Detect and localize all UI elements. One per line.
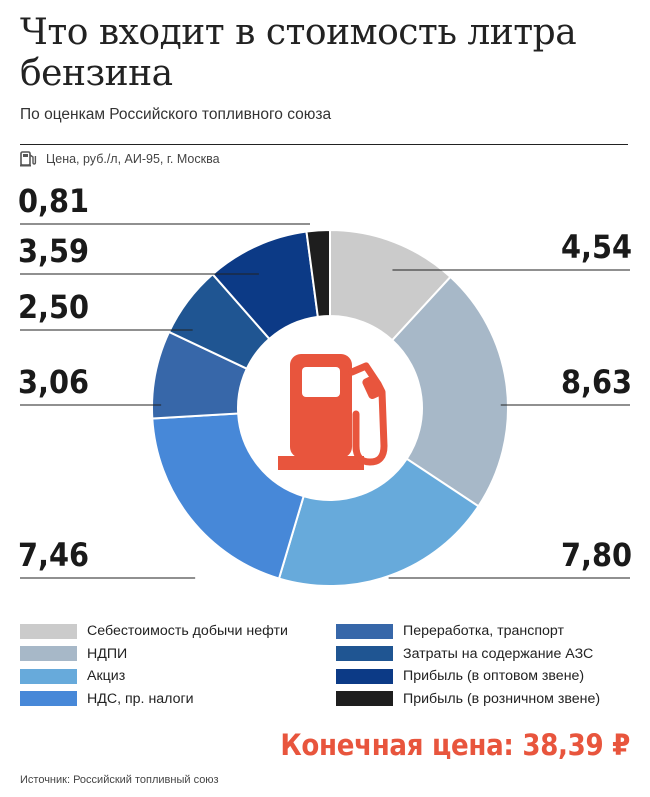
legend-swatch bbox=[20, 691, 77, 707]
legend-item: Затраты на содержание АЗС bbox=[336, 643, 630, 666]
header-divider bbox=[20, 144, 628, 145]
value-label: 2,50 bbox=[18, 288, 89, 326]
legend-swatch bbox=[336, 668, 393, 684]
chart-title: Что входит в стоимость литра бензина bbox=[20, 12, 577, 94]
chart-subtitle: По оценкам Российского топливного союза bbox=[20, 106, 332, 123]
legend-label: Акциз bbox=[87, 668, 126, 685]
legend-item: НДПИ bbox=[20, 643, 336, 666]
legend-label: Прибыль (в розничном звене) bbox=[403, 690, 601, 707]
legend-swatch bbox=[20, 646, 77, 662]
legend-label: Себестоимость добычи нефти bbox=[87, 623, 288, 640]
value-label: 7,46 bbox=[18, 536, 89, 574]
legend-swatch bbox=[20, 668, 77, 684]
donut-chart: 4,54 8,63 7,80 7,46 3,06 2,50 3,59 0,81 bbox=[18, 182, 632, 587]
legend-swatch bbox=[336, 691, 393, 707]
price-note: Цена, руб./л, АИ-95, г. Москва bbox=[20, 150, 220, 167]
legend-label: Прибыль (в оптовом звене) bbox=[403, 668, 585, 685]
legend-label: Переработка, транспорт bbox=[403, 623, 565, 640]
legend-item: Переработка, транспорт bbox=[336, 620, 630, 643]
fuel-pump-icon bbox=[20, 151, 37, 167]
value-label: 3,59 bbox=[18, 232, 89, 270]
chart-legend: Себестоимость добычи нефти НДПИ Акциз НДС, … bbox=[20, 620, 630, 710]
value-label: 3,06 bbox=[18, 363, 89, 401]
source-note: Источник: Российский топливный союз bbox=[20, 774, 219, 786]
donut-slice bbox=[277, 457, 480, 587]
fuel-pump-icon bbox=[238, 316, 422, 500]
legend-label: НДС, пр. налоги bbox=[87, 690, 194, 707]
legend-item: Прибыль (в розничном звене) bbox=[336, 688, 630, 711]
legend-swatch bbox=[20, 623, 77, 639]
legend-swatch bbox=[336, 623, 393, 639]
value-label: 7,80 bbox=[561, 536, 632, 574]
price-note-text: Цена, руб./л, АИ-95, г. Москва bbox=[46, 151, 220, 166]
value-label: 4,54 bbox=[561, 228, 632, 266]
value-label: 8,63 bbox=[561, 363, 632, 401]
legend-item: Акциз bbox=[20, 665, 336, 688]
legend-label: НДПИ bbox=[87, 645, 128, 662]
value-label: 0,81 bbox=[18, 182, 89, 220]
legend-item: НДС, пр. налоги bbox=[20, 688, 336, 711]
legend-item: Себестоимость добычи нефти bbox=[20, 620, 336, 643]
legend-item: Прибыль (в оптовом звене) bbox=[336, 665, 630, 688]
final-price: Конечная цена: 38,39 ₽ bbox=[280, 728, 630, 762]
legend-swatch bbox=[336, 646, 393, 662]
legend-label: Затраты на содержание АЗС bbox=[403, 645, 594, 662]
